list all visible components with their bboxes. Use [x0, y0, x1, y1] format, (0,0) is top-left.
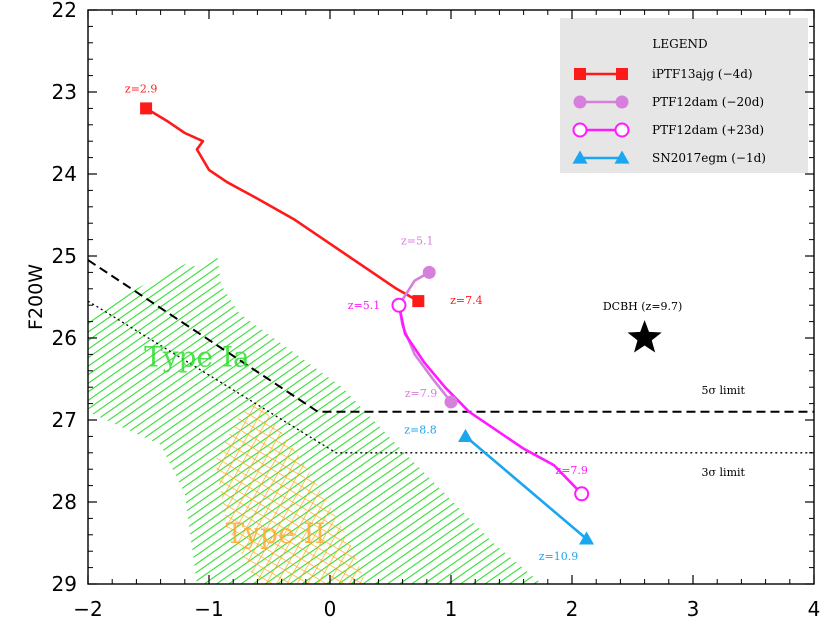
- limit-label: 5σ limit: [702, 384, 746, 397]
- legend-entry-label: iPTF13ajg (−4d): [652, 67, 753, 81]
- series-marker: [444, 395, 458, 409]
- x-tick-label: 0: [324, 597, 337, 621]
- legend-swatch-marker: [573, 95, 587, 109]
- y-tick-label: 26: [52, 326, 77, 350]
- y-tick-label: 25: [52, 244, 77, 268]
- redshift-label: z=7.4: [450, 294, 483, 307]
- limit-label: 3σ limit: [702, 466, 746, 479]
- x-tick-label: −2: [73, 597, 102, 621]
- y-axis-title: F200W: [25, 264, 47, 330]
- legend-box: [560, 18, 808, 173]
- limit-line: [87, 259, 814, 413]
- y-tick-label: 22: [52, 0, 77, 22]
- region-label: Type Ia: [144, 341, 250, 374]
- limit-line: [87, 300, 814, 454]
- region-label: Type II: [226, 517, 326, 550]
- x-tick-label: 4: [808, 597, 821, 621]
- legend-entry-label: SN2017egm (−1d): [652, 151, 766, 165]
- legend-swatch-marker: [572, 150, 588, 164]
- redshift-label: z=10.9: [539, 550, 579, 563]
- region-type-ia: [88, 256, 542, 584]
- legend-entry-label: PTF12dam (−20d): [652, 95, 764, 109]
- legend-swatch-marker: [614, 150, 630, 164]
- y-tick-label: 24: [52, 162, 77, 186]
- legend-swatch-marker: [572, 122, 588, 138]
- series-line: [145, 107, 419, 303]
- x-tick-label: 1: [445, 597, 458, 621]
- series-marker: [140, 102, 153, 115]
- redshift-label: z=5.1: [401, 234, 434, 247]
- y-tick-label: 29: [52, 572, 77, 596]
- dcbh-star-marker: [627, 320, 662, 353]
- redshift-label: z=5.1: [348, 299, 381, 312]
- series-marker: [579, 531, 595, 545]
- x-tick-label: −1: [194, 597, 223, 621]
- redshift-label: z=7.9: [405, 387, 438, 400]
- series-marker: [412, 295, 425, 308]
- dcbh-label: DCBH (z=9.7): [603, 300, 683, 313]
- series-marker: [458, 428, 474, 443]
- legend-entry-label: PTF12dam (+23d): [652, 123, 764, 137]
- region-type-ii: [215, 399, 367, 584]
- redshift-label: z=2.9: [125, 82, 158, 95]
- legend-title: LEGEND: [652, 37, 707, 51]
- series-marker: [422, 265, 436, 279]
- series-line: [397, 304, 583, 495]
- legend-swatch-marker: [615, 95, 629, 109]
- series-marker: [391, 297, 407, 313]
- redshift-label: z=7.9: [555, 464, 588, 477]
- x-tick-label: 2: [566, 597, 579, 621]
- y-tick-label: 27: [52, 408, 77, 432]
- legend-swatch-marker: [616, 68, 628, 80]
- y-tick-label: 28: [52, 490, 77, 514]
- x-tick-label: 3: [687, 597, 700, 621]
- legend-swatch-marker: [614, 122, 630, 138]
- legend-swatch-marker: [574, 68, 586, 80]
- y-tick-label: 23: [52, 80, 77, 104]
- redshift-label: z=8.8: [404, 423, 437, 436]
- series-line: [464, 435, 588, 540]
- series-marker: [574, 486, 590, 502]
